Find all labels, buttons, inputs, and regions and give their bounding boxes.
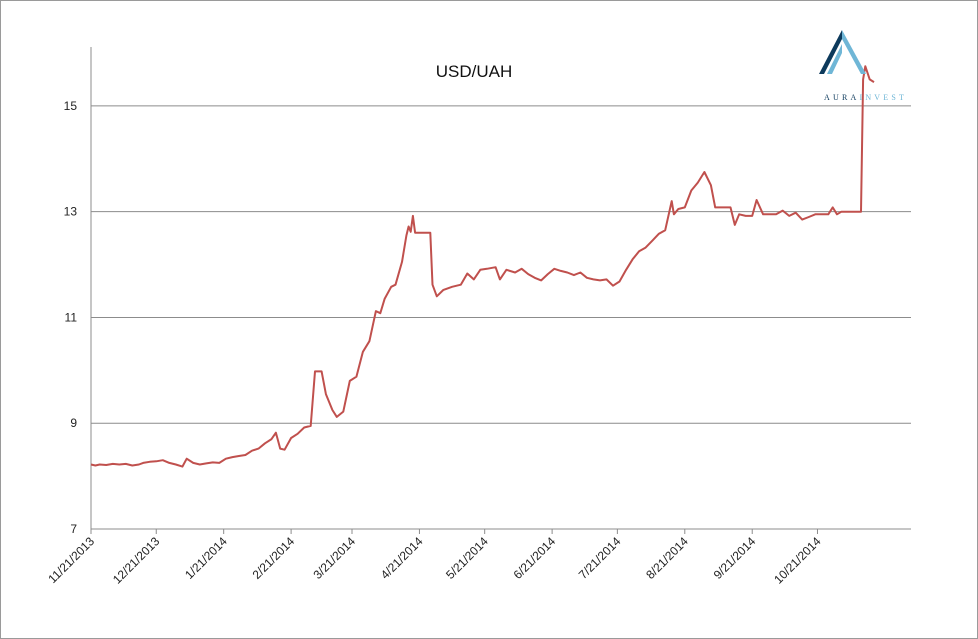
x-tick-label: 6/21/2014 [511,534,559,582]
x-tick-label: 11/21/2013 [45,534,97,586]
aura-invest-logo: AURAINVEST [819,30,907,102]
y-tick-label: 15 [64,99,78,113]
y-tick-labels: 7 9 11 13 15 [64,99,78,536]
logo-mark-icon [819,30,866,74]
usd-uah-line [90,65,875,468]
x-tick-label: 4/21/2014 [378,534,426,582]
x-tick-label: 1/21/2014 [182,534,230,582]
logo-wordmark-aura: AURA [824,93,859,102]
logo-wordmark: AURAINVEST [824,93,907,102]
logo-wordmark-invest: INVEST [859,93,907,102]
x-tick-label: 7/21/2014 [576,534,624,582]
x-tick-label: 9/21/2014 [711,534,759,582]
chart-title: USD/UAH [436,62,513,81]
x-tick-label: 5/21/2014 [443,534,491,582]
axes [90,47,911,534]
x-tick-label: 10/21/2014 [771,534,824,587]
y-tick-label: 11 [65,310,78,324]
x-tick-label: 3/21/2014 [310,534,358,582]
y-tick-label: 13 [64,205,78,219]
x-tick-label: 2/21/2014 [250,534,298,582]
y-tick-label: 7 [70,522,77,536]
gridlines [91,105,911,424]
x-tick-label: 12/21/2013 [110,534,163,587]
series-layer [90,65,875,468]
y-tick-label: 9 [70,416,77,430]
x-tick-label: 8/21/2014 [643,534,691,582]
x-tick-labels: 11/21/2013 12/21/2013 1/21/2014 2/21/2014 3/… [45,534,823,587]
